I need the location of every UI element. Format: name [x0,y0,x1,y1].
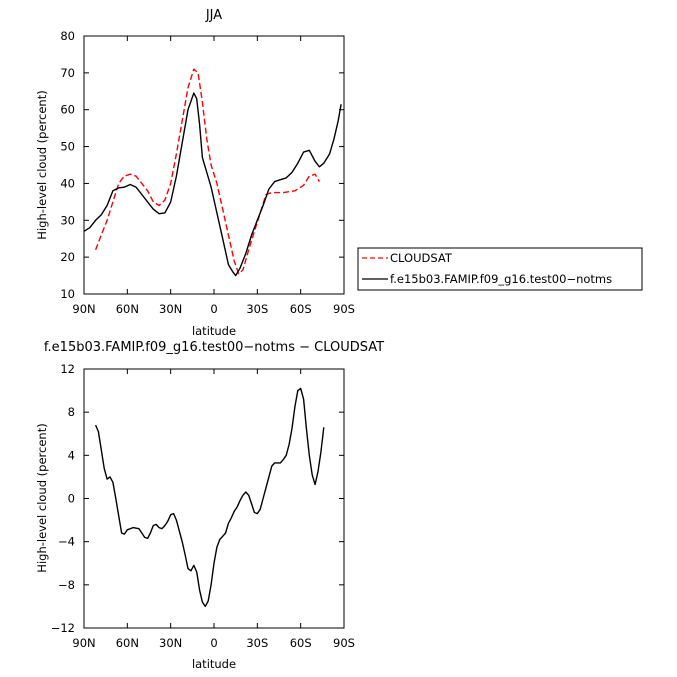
top-chart-xtick-label: 60S [290,302,312,316]
bottom-chart-xtick-label: 90S [333,636,355,650]
bottom-chart: f.e15b03.FAMIP.f09_g16.test00−notms − CL… [35,340,384,671]
top-chart-ytick-label: 70 [60,66,75,80]
legend-label-cloudsat: CLOUDSAT [390,251,453,265]
top-chart-title: JJA [205,8,222,23]
top-chart-ytick-label: 10 [60,287,75,301]
top-chart-tick-labels: 90N 60N 30N 0 30S 60S 90S 10 20 30 40 50 60 70 80 [60,29,355,316]
bottom-chart-series-line-0 [94,387,325,608]
bottom-chart-xtick-label: 90N [72,636,95,650]
bottom-chart-ytick-label: 12 [60,362,75,376]
bottom-chart-series [94,387,325,608]
top-chart-ylabel: High-level cloud (percent) [35,90,49,239]
bottom-chart-ytick-label: 4 [68,448,75,462]
top-chart-ytick-label: 40 [60,176,75,190]
top-chart-series [83,68,342,277]
bottom-chart-xtick-label: 60S [290,636,312,650]
bottom-chart-ytick-label: 8 [68,405,75,419]
top-chart-ticks [83,35,345,295]
bottom-chart-xtick-label: 30N [159,636,182,650]
legend: CLOUDSAT f.e15b03.FAMIP.f09_g16.test00−n… [357,247,643,291]
top-chart-series-line-0 [94,68,321,275]
top-chart-xtick-label: 0 [210,302,217,316]
top-chart-xtick-label: 30N [159,302,182,316]
bottom-chart-xtick-label: 60N [116,636,139,650]
top-chart-ytick-label: 50 [60,140,75,154]
bottom-chart-xlabel: latitude [192,657,236,671]
legend-box [357,247,643,291]
bottom-chart-ytick-label: −12 [51,621,75,635]
bottom-chart-tick-labels: 90N 60N 30N 0 30S 60S 90S −12 −8 −4 0 4 8 12 [51,362,355,650]
top-chart-xtick-label: 90N [72,302,95,316]
bottom-chart-ytick-label: −8 [58,578,75,592]
legend-label-model: f.e15b03.FAMIP.f09_g16.test00−notms [390,272,612,286]
top-chart-ytick-label: 80 [60,29,75,43]
top-chart-ytick-label: 20 [60,250,75,264]
top-chart-series-line-1 [83,92,342,277]
bottom-chart-xtick-label: 0 [210,636,217,650]
top-chart-xlabel: latitude [192,324,236,338]
top-chart-ytick-label: 30 [60,213,75,227]
top-chart-ytick-label: 60 [60,103,75,117]
top-chart-xtick-label: 30S [246,302,268,316]
top-chart: JJA 90N 60N 30N 0 30S 60S 90S1020304050607080 … [35,8,355,338]
bottom-chart-ylabel: High-level cloud (percent) [35,423,49,572]
bottom-chart-frame [83,368,345,629]
bottom-chart-ytick-label: 0 [68,492,75,506]
top-chart-xtick-label: 90S [333,302,355,316]
bottom-chart-ytick-label: −4 [58,535,75,549]
bottom-chart-title: f.e15b03.FAMIP.f09_g16.test00−notms − CL… [44,340,384,355]
bottom-chart-xtick-label: 30S [246,636,268,650]
top-chart-frame [83,35,345,295]
top-chart-xtick-label: 60N [116,302,139,316]
